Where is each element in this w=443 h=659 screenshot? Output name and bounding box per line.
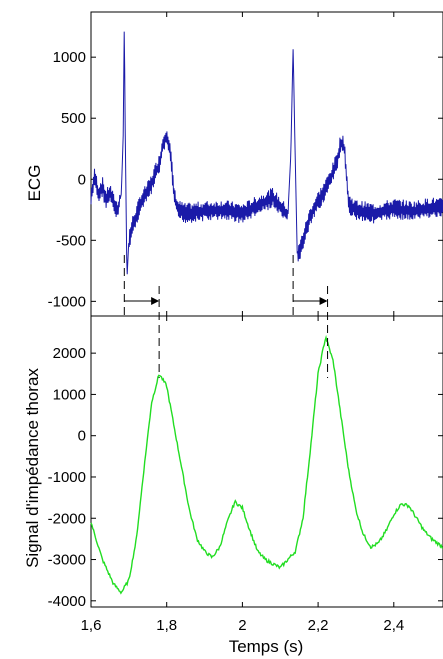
annotations [123, 255, 329, 378]
ecg-y-tick-label: 500 [61, 110, 86, 127]
impedance-y-tick-label: -3000 [48, 552, 86, 569]
delay-arrow-head [151, 297, 160, 305]
x-tick-label: 1,8 [156, 617, 177, 634]
impedance-y-tick-label: -2000 [48, 510, 86, 527]
delay-arrow-head [319, 297, 328, 305]
impedance-y-tick-label: 1000 [53, 386, 86, 403]
ecg-y-tick-label: 1000 [53, 49, 86, 66]
x-tick-label: 2,4 [383, 617, 404, 634]
ecg-y-tick-label: 0 [78, 171, 86, 188]
x-tick-label: 1,6 [81, 617, 102, 634]
ecg-plot-frame [90, 11, 443, 317]
x-tick-label: 2,2 [308, 617, 329, 634]
impedance-y-axis-label: Signal d'impédance thorax [23, 368, 42, 568]
impedance-y-tick-label: 0 [78, 428, 86, 445]
ecg-y-axis-label: ECG [25, 165, 44, 202]
ecg-series-line [90, 31, 443, 275]
impedance-y-tick-label: 2000 [53, 345, 86, 362]
x-axis-label: Temps (s) [229, 637, 304, 656]
impedance-y-tick-label: -4000 [48, 593, 86, 610]
impedance-series-line [90, 334, 443, 595]
impedance-y-ticks: 2000 1000 0 -1000 -2000 -3000 -4000 [48, 345, 443, 610]
x-tick-label: 2 [238, 617, 246, 634]
x-ticks: 1,6 1,8 2 2,2 2,4 [81, 12, 404, 634]
ecg-y-ticks: 1000 500 0 -500 -1000 [48, 49, 443, 310]
ecg-y-tick-label: -500 [56, 232, 86, 249]
impedance-y-tick-label: -1000 [48, 469, 86, 486]
impedance-plot-frame [90, 315, 443, 608]
ecg-y-tick-label: -1000 [48, 293, 86, 310]
